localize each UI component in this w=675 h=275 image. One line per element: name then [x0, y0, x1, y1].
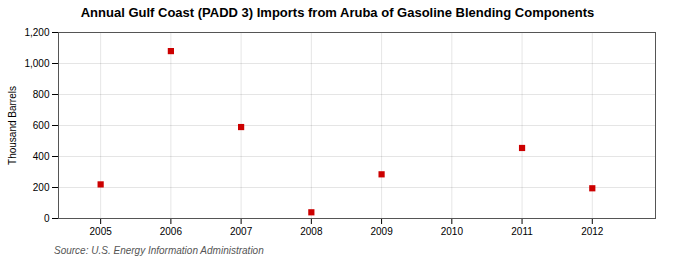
- svg-text:2007: 2007: [230, 226, 253, 237]
- svg-text:400: 400: [33, 151, 50, 162]
- svg-text:2009: 2009: [370, 226, 393, 237]
- svg-text:0: 0: [44, 213, 50, 224]
- svg-text:1,200: 1,200: [24, 27, 49, 38]
- svg-text:2006: 2006: [160, 226, 183, 237]
- svg-text:1,000: 1,000: [24, 58, 49, 69]
- svg-text:600: 600: [33, 120, 50, 131]
- html-text:Annual Gulf Coast (PADD 3) Imp: Annual Gulf Coast (PADD 3) Imports from …: [80, 5, 595, 20]
- svg-text:2011: 2011: [511, 226, 533, 237]
- svg-text:2010: 2010: [441, 226, 464, 237]
- svg-text:2008: 2008: [300, 226, 323, 237]
- svg-text:2012: 2012: [581, 226, 604, 237]
- svg-text:Thousand Barrels: Thousand Barrels: [7, 86, 18, 165]
- html-text:Source: U.S. Energy Informatio: Source: U.S. Energy Information Administ…: [54, 245, 264, 256]
- svg-text:2005: 2005: [90, 226, 113, 237]
- svg-text:800: 800: [33, 89, 50, 100]
- svg-text:200: 200: [33, 182, 50, 193]
